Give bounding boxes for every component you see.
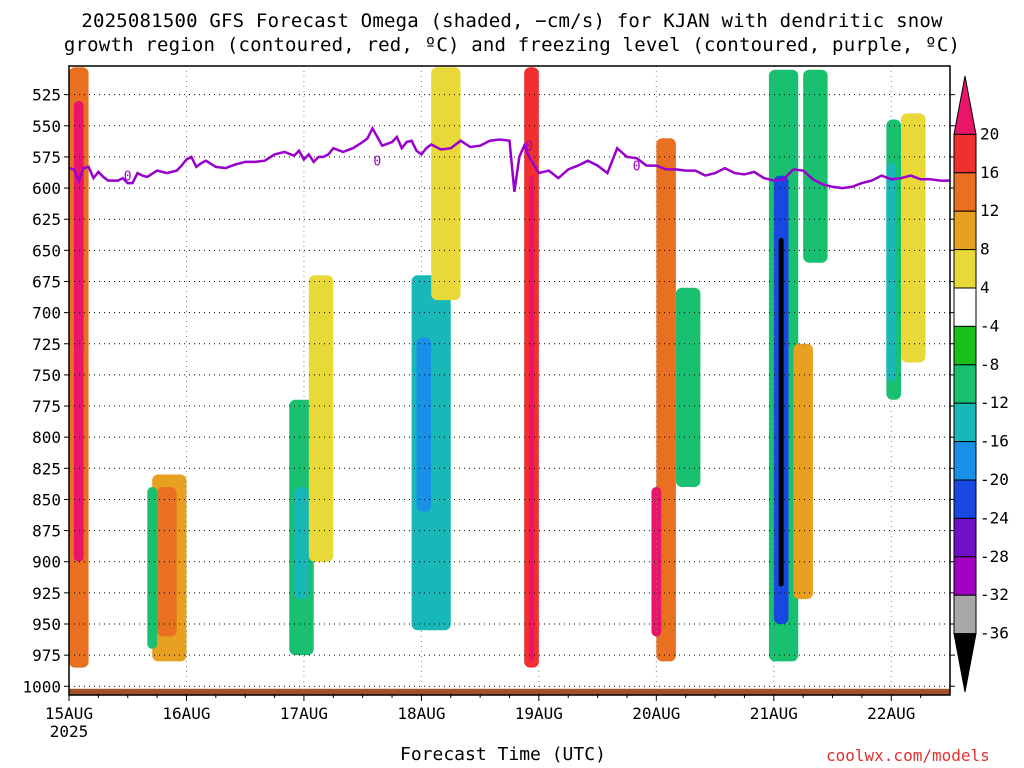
freezing-level-label: 0: [373, 155, 381, 170]
gridlines: [68, 66, 950, 695]
freezing-level-contour: 0 0 0 0: [68, 125, 950, 192]
y-tick-label: 950: [32, 615, 61, 634]
omega-region: [901, 113, 926, 363]
x-tick-label: 16AUG: [162, 704, 210, 723]
y-tick-label: 750: [32, 366, 61, 385]
freezing-level-label: 0: [525, 140, 533, 155]
chart-title-line-1: 2025081500 GFS Forecast Omega (shaded, −…: [81, 10, 943, 32]
omega-region: [529, 175, 534, 662]
colorbar-label: -20: [980, 470, 1009, 489]
y-tick-label: 875: [32, 522, 61, 541]
omega-region: [147, 486, 158, 649]
colorbar-top-arrow: [953, 75, 977, 135]
omega-region: [793, 343, 813, 600]
x-year-label: 2025: [50, 722, 89, 741]
y-tick-label: 725: [32, 335, 61, 354]
chart-title-line-2: growth region (contoured, red, ºC) and f…: [63, 34, 961, 56]
y-tick-label: 600: [32, 179, 61, 198]
y-tick-label: 925: [32, 584, 61, 603]
freezing-level-label: 0: [633, 160, 641, 175]
freezing-level-line: [68, 125, 950, 192]
omega-region: [675, 287, 701, 487]
y-tick-label: 650: [32, 241, 61, 260]
omega-shading: [69, 67, 926, 668]
colorbar-label: 8: [980, 240, 990, 259]
colorbar-label: -4: [980, 316, 999, 335]
omega-region: [803, 69, 828, 263]
colorbar-swatch: [953, 249, 977, 289]
omega-region: [308, 275, 334, 562]
y-tick-label: 625: [32, 210, 61, 229]
x-tick-label: 21AUG: [750, 704, 798, 723]
omega-region: [778, 237, 784, 587]
x-tick-label: 18AUG: [397, 704, 445, 723]
y-tick-label: 1000: [22, 677, 61, 696]
colorbar-swatch: [953, 210, 977, 251]
terrain-band: [69, 688, 950, 695]
y-tick-label: 800: [32, 428, 61, 447]
x-tick-label: 22AUG: [867, 704, 915, 723]
colorbar-label: -28: [980, 547, 1009, 566]
x-tick-label: 17AUG: [280, 704, 328, 723]
omega-region: [73, 100, 84, 562]
colorbar-label: 16: [980, 163, 999, 182]
colorbar-swatch: [953, 133, 977, 174]
omega-region: [431, 67, 461, 301]
omega-region: [416, 337, 432, 512]
omega-region: [886, 163, 897, 382]
x-axis-label: Forecast Time (UTC): [400, 744, 606, 765]
x-axis: 15AUG 16AUG 17AUG 18AUG 19AUG 20AUG 21AUG 22AUG…: [45, 695, 922, 741]
colorbar-label: -36: [980, 624, 1009, 643]
y-axis: 525 550 575 600 625 650 675 700 725 750 775 800 825 8…: [22, 86, 955, 696]
y-tick-label: 900: [32, 553, 61, 572]
colorbar-label: -8: [980, 355, 999, 374]
colorbar-swatch: [953, 556, 977, 596]
colorbar-label: 4: [980, 278, 990, 297]
omega-region: [294, 486, 309, 600]
credit-link[interactable]: coolwx.com/models: [826, 746, 990, 765]
y-tick-label: 775: [32, 397, 61, 416]
colorbar-swatch: [953, 364, 977, 404]
colorbar-swatch: [953, 517, 977, 558]
colorbar-bottom-arrow: [953, 633, 977, 693]
omega-region: [157, 486, 177, 637]
colorbar-label: -32: [980, 585, 1009, 604]
y-tick-label: 575: [32, 148, 61, 167]
colorbar-swatch: [953, 402, 977, 443]
y-tick-label: 675: [32, 272, 61, 291]
freezing-level-label: 0: [124, 170, 132, 185]
colorbar-label: -24: [980, 508, 1009, 527]
y-tick-label: 700: [32, 304, 61, 323]
y-tick-label: 525: [32, 86, 61, 105]
y-tick-label: 550: [32, 117, 61, 136]
colorbar-label: 20: [980, 124, 999, 143]
y-tick-label: 850: [32, 490, 61, 509]
colorbar-swatch: [953, 441, 977, 481]
colorbar-swatch: [953, 479, 977, 519]
colorbar-swatch: [953, 287, 977, 327]
surface-terrain: [69, 688, 950, 695]
x-tick-label: 15AUG: [45, 704, 93, 723]
x-tick-label: 19AUG: [515, 704, 563, 723]
colorbar-swatch: [953, 594, 977, 635]
colorbar-swatch: [953, 325, 977, 366]
y-tick-label: 975: [32, 646, 61, 665]
colorbar: 20 16 12 8 4 -4 -8 -12 -16 -20 -24 -28 -32 -36: [953, 75, 1009, 693]
colorbar-label: 12: [980, 201, 999, 220]
y-tick-label: 825: [32, 459, 61, 478]
colorbar-label: -16: [980, 432, 1009, 451]
x-tick-label: 20AUG: [632, 704, 680, 723]
colorbar-swatch: [953, 172, 977, 212]
colorbar-label: -12: [980, 393, 1009, 412]
